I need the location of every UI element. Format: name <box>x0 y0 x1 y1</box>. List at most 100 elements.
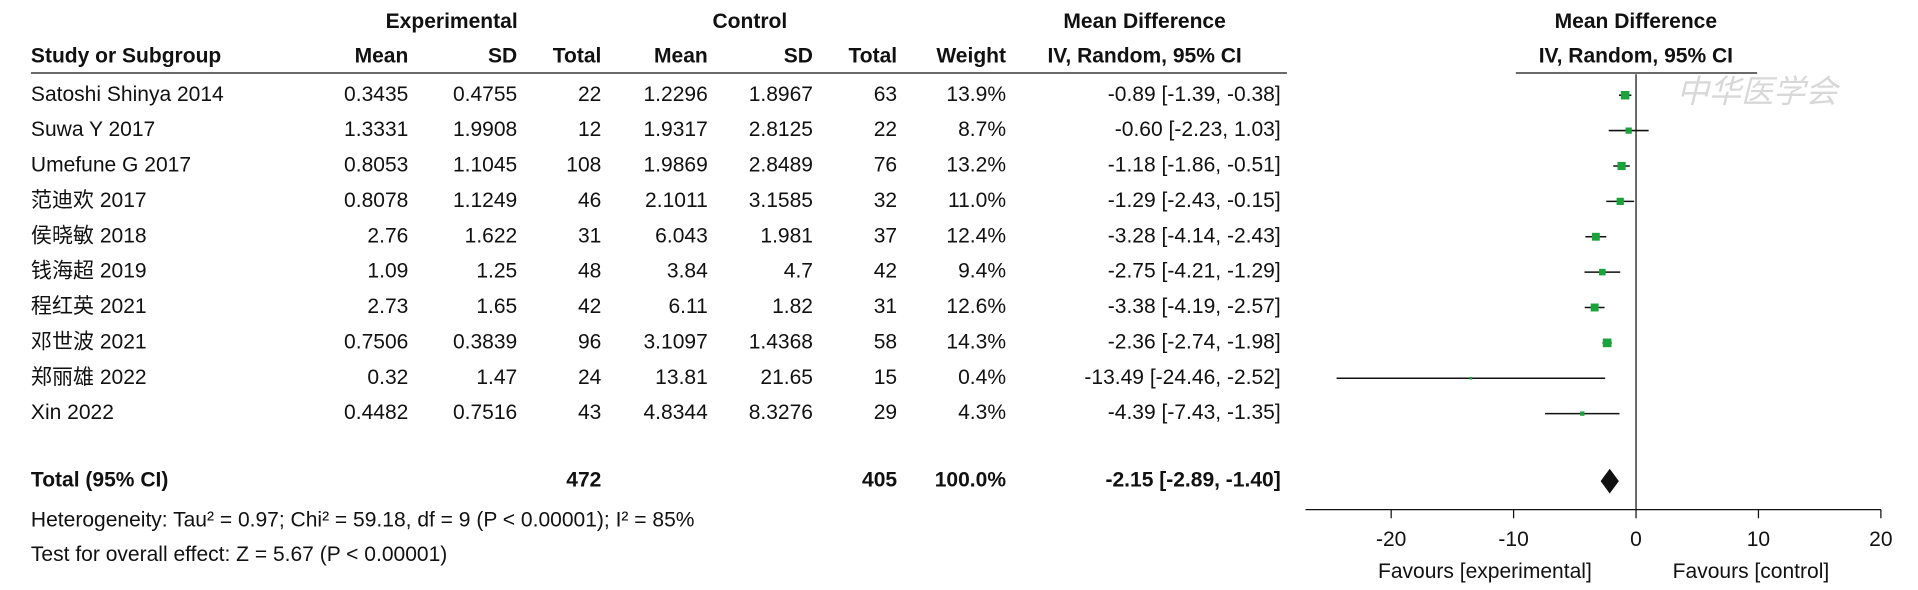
cell: 3.1097 <box>644 330 708 353</box>
group-header: Mean Difference <box>1063 10 1225 33</box>
cell: -2.36 [-2.74, -1.98] <box>1108 330 1281 353</box>
study-name: 侯晓敏 2018 <box>31 224 147 247</box>
column-header: Mean <box>654 44 708 67</box>
column-header: SD <box>488 44 517 67</box>
cell: 14.3% <box>946 330 1006 353</box>
cell: 13.9% <box>946 83 1006 106</box>
study-name: Suwa Y 2017 <box>31 118 155 141</box>
watermark: 中华医学会 <box>1677 74 1842 110</box>
cell: 0.8078 <box>344 189 408 212</box>
cell: 11.0% <box>948 189 1006 212</box>
cell: 31 <box>578 224 601 247</box>
cell: -1.29 [-2.43, -0.15] <box>1108 189 1281 212</box>
cell: 48 <box>578 260 601 283</box>
cell: 3.1585 <box>749 189 813 212</box>
cell: 0.3839 <box>453 330 517 353</box>
cell: 58 <box>874 330 897 353</box>
study-name: 范迪欢 2017 <box>31 189 147 212</box>
column-header: IV, Random, 95% CI <box>1539 44 1733 67</box>
cell: 1.9908 <box>453 118 517 141</box>
study-name: Umefune G 2017 <box>31 154 191 177</box>
x-tick-label: 0 <box>1630 528 1642 551</box>
cell: 8.3276 <box>749 401 813 424</box>
cell: 0.7516 <box>453 401 517 424</box>
overall-effect: Test for overall effect: Z = 5.67 (P < 0… <box>31 543 447 566</box>
cell: 9.4% <box>958 260 1006 283</box>
column-header: Weight <box>936 44 1006 67</box>
favours-right: Favours [control] <box>1673 560 1830 583</box>
total-cell: 472 <box>566 469 601 492</box>
effect-marker <box>1469 376 1473 380</box>
cell: 1.47 <box>476 366 517 389</box>
total-label: Total (95% CI) <box>31 469 168 492</box>
cell: -3.38 [-4.19, -2.57] <box>1108 295 1281 318</box>
column-header: Mean <box>355 44 409 67</box>
total-cell: 100.0% <box>935 469 1007 492</box>
study-name: 钱海超 2019 <box>31 260 147 283</box>
cell: 12.6% <box>946 295 1006 318</box>
total-cell: 405 <box>862 469 897 492</box>
effect-marker <box>1599 268 1606 276</box>
cell: 2.73 <box>367 295 408 318</box>
cell: 2.1011 <box>645 189 708 212</box>
cell: -0.60 [-2.23, 1.03] <box>1115 118 1281 141</box>
cell: 31 <box>874 295 897 318</box>
effect-marker <box>1617 161 1626 171</box>
favours-left: Favours [experimental] <box>1378 560 1592 583</box>
cell: -13.49 [-24.46, -2.52] <box>1084 366 1280 389</box>
cell: 42 <box>578 295 601 318</box>
cell: -0.89 [-1.39, -0.38] <box>1108 83 1281 106</box>
effect-marker <box>1580 411 1585 416</box>
total-cell: -2.15 [-2.89, -1.40] <box>1105 469 1280 492</box>
total-diamond <box>1600 468 1619 494</box>
cell: 42 <box>874 260 897 283</box>
cell: 1.4368 <box>749 330 813 353</box>
effect-marker <box>1616 197 1624 205</box>
cell: 0.4755 <box>453 83 517 106</box>
column-header: IV, Random, 95% CI <box>1047 44 1241 67</box>
x-tick-label: -10 <box>1498 528 1528 551</box>
cell: 1.9869 <box>644 154 708 177</box>
cell: 2.76 <box>367 224 408 247</box>
cell: 1.09 <box>367 260 408 283</box>
cell: 1.9317 <box>644 118 708 141</box>
cell: 46 <box>578 189 601 212</box>
cell: 1.981 <box>760 224 813 247</box>
cell: 12 <box>578 118 601 141</box>
cell: 1.25 <box>476 260 517 283</box>
cell: 6.11 <box>668 295 707 318</box>
cell: -3.28 [-4.14, -2.43] <box>1108 224 1281 247</box>
effect-marker <box>1591 232 1600 241</box>
cell: 37 <box>874 224 897 247</box>
cell: 13.2% <box>946 154 1006 177</box>
group-header: Experimental <box>386 10 518 33</box>
cell: 1.2296 <box>644 83 708 106</box>
cell: 29 <box>874 401 897 424</box>
cell: 0.4% <box>958 366 1006 389</box>
cell: 13.81 <box>655 366 708 389</box>
cell: 1.65 <box>476 295 517 318</box>
study-name: Xin 2022 <box>31 401 114 424</box>
heterogeneity: Heterogeneity: Tau² = 0.97; Chi² = 59.18… <box>31 508 695 531</box>
cell: 1.82 <box>772 295 813 318</box>
cell: 2.8489 <box>749 154 813 177</box>
effect-marker <box>1620 90 1630 100</box>
x-tick-label: 10 <box>1747 528 1770 551</box>
cell: 21.65 <box>760 366 813 389</box>
group-header: Control <box>713 10 788 33</box>
cell: -4.39 [-7.43, -1.35] <box>1108 401 1281 424</box>
cell: 12.4% <box>946 224 1006 247</box>
study-name: 郑丽雄 2022 <box>31 366 147 389</box>
column-header: Total <box>553 44 602 67</box>
cell: 1.622 <box>465 224 518 247</box>
effect-marker <box>1602 338 1612 348</box>
cell: 1.8967 <box>749 83 813 106</box>
cell: 8.7% <box>958 118 1006 141</box>
column-header: Study or Subgroup <box>31 44 221 67</box>
cell: 0.7506 <box>344 330 408 353</box>
cell: 3.84 <box>667 260 708 283</box>
effect-marker <box>1590 303 1599 312</box>
cell: 4.3% <box>958 401 1006 424</box>
